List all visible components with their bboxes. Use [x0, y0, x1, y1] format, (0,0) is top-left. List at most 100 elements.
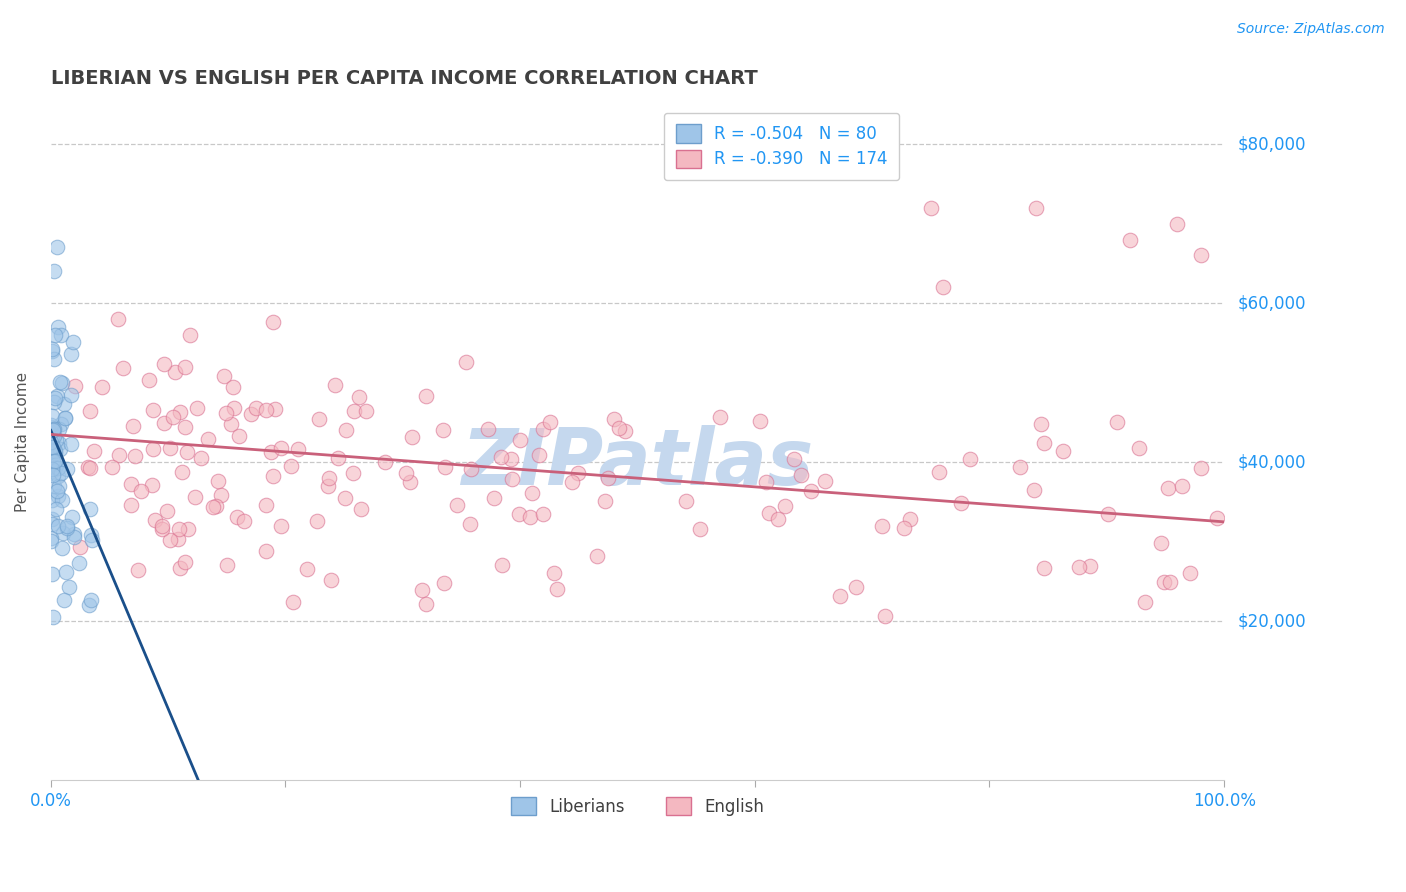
Point — [41, 462, 63, 476]
Point — [432, 423, 454, 437]
Point — [893, 521, 915, 535]
Y-axis label: Per Capita Income: Per Capita Income — [15, 372, 30, 512]
Point — [603, 411, 626, 425]
Point — [179, 328, 201, 343]
Point — [143, 513, 166, 527]
Point — [45, 434, 67, 448]
Point — [159, 442, 181, 456]
Point — [41, 517, 63, 532]
Point — [46, 519, 69, 533]
Point — [270, 441, 292, 455]
Point — [46, 460, 69, 475]
Point — [48, 478, 70, 492]
Point — [1078, 558, 1101, 573]
Point — [77, 598, 100, 612]
Point — [395, 467, 418, 481]
Point — [959, 451, 981, 466]
Point — [44, 391, 66, 405]
Point — [501, 472, 523, 486]
Point — [307, 514, 329, 528]
Point — [949, 496, 972, 510]
Point — [800, 484, 823, 499]
Point — [262, 315, 284, 329]
Point — [748, 414, 770, 428]
Point — [46, 489, 69, 503]
Point — [52, 397, 75, 411]
Point — [499, 452, 522, 467]
Point — [287, 442, 309, 457]
Point — [509, 434, 531, 448]
Point — [51, 376, 73, 390]
Point — [270, 519, 292, 533]
Point — [129, 484, 152, 499]
Point — [46, 320, 69, 334]
Point — [51, 417, 73, 431]
Point — [63, 379, 86, 393]
Point — [170, 465, 193, 479]
Point — [53, 410, 76, 425]
Point — [107, 311, 129, 326]
Point — [80, 528, 103, 542]
Point — [240, 407, 263, 421]
Point — [335, 491, 357, 505]
Point — [354, 404, 377, 418]
Point — [52, 525, 75, 540]
Point — [91, 380, 114, 394]
Point — [51, 541, 73, 556]
Point — [59, 387, 82, 401]
Point — [67, 556, 90, 570]
Point — [254, 498, 277, 512]
Point — [41, 610, 63, 624]
Point — [347, 390, 370, 404]
Point — [1189, 248, 1212, 262]
Point — [217, 558, 239, 572]
Point — [42, 424, 65, 438]
Text: ZIPatlas: ZIPatlas — [461, 425, 814, 500]
Point — [53, 410, 76, 425]
Point — [458, 517, 481, 532]
Point — [42, 440, 65, 454]
Point — [1206, 510, 1229, 524]
Point — [520, 486, 543, 500]
Point — [790, 467, 813, 482]
Point — [63, 531, 86, 545]
Point — [46, 469, 69, 483]
Point — [184, 490, 207, 504]
Point — [454, 355, 477, 369]
Text: $60,000: $60,000 — [1239, 294, 1306, 312]
Point — [202, 500, 225, 514]
Point — [477, 422, 499, 436]
Point — [709, 410, 731, 425]
Point — [546, 582, 568, 596]
Point — [825, 153, 848, 167]
Point — [42, 352, 65, 367]
Point — [124, 450, 146, 464]
Point — [411, 582, 433, 597]
Point — [215, 406, 238, 420]
Point — [1166, 217, 1188, 231]
Point — [41, 465, 63, 479]
Point — [60, 437, 83, 451]
Point — [433, 459, 456, 474]
Point — [41, 468, 63, 483]
Point — [173, 555, 195, 569]
Point — [845, 580, 868, 594]
Point — [138, 373, 160, 387]
Point — [41, 441, 63, 455]
Text: $80,000: $80,000 — [1239, 135, 1306, 153]
Point — [401, 430, 423, 444]
Point — [111, 361, 134, 376]
Point — [335, 423, 357, 437]
Point — [59, 347, 82, 361]
Point — [233, 515, 256, 529]
Point — [543, 566, 565, 581]
Point — [152, 416, 174, 430]
Point — [260, 445, 283, 459]
Point — [190, 450, 212, 465]
Text: LIBERIAN VS ENGLISH PER CAPITA INCOME CORRELATION CHART: LIBERIAN VS ENGLISH PER CAPITA INCOME CO… — [51, 69, 758, 87]
Point — [63, 527, 86, 541]
Point — [323, 377, 346, 392]
Point — [44, 328, 66, 343]
Point — [755, 475, 778, 490]
Point — [212, 368, 235, 383]
